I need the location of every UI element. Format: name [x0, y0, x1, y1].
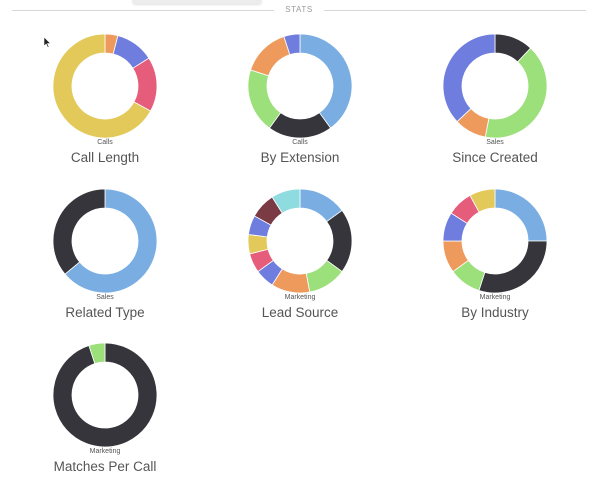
- chart-card-related-type[interactable]: Sales Related Type: [25, 186, 185, 336]
- chart-sublabel: Calls: [97, 139, 113, 146]
- stats-section-title: STATS: [285, 5, 313, 14]
- chart-sublabel: Sales: [96, 294, 114, 301]
- donut-slice-by-extension-1[interactable]: [268, 112, 332, 139]
- top-tab-handle: [132, 0, 262, 4]
- donut-slice-since-created-3[interactable]: [442, 33, 496, 123]
- header-rule-left: [12, 10, 274, 11]
- donut-slice-related-type-0[interactable]: [64, 188, 158, 294]
- donut-slice-by-extension-2[interactable]: [247, 69, 282, 129]
- donut-slice-by-extension-3[interactable]: [250, 36, 291, 77]
- chart-card-since-created[interactable]: Sales Since Created: [415, 31, 575, 181]
- donut-chart-by-extension[interactable]: [245, 31, 355, 141]
- chart-card-lead-source[interactable]: Marketing Lead Source: [220, 186, 380, 336]
- header-rule-right: [324, 10, 586, 11]
- chart-card-matches-per-call[interactable]: Marketing Matches Per Call: [25, 340, 185, 490]
- donut-slice-by-industry-0[interactable]: [494, 188, 548, 242]
- chart-sublabel: Marketing: [89, 448, 121, 455]
- donut-slice-by-extension-4[interactable]: [283, 33, 301, 56]
- chart-title: Matches Per Call: [53, 459, 157, 474]
- donut-chart-lead-source[interactable]: [245, 186, 355, 296]
- donut-slice-lead-source-1[interactable]: [326, 209, 353, 273]
- chart-sublabel: Calls: [292, 139, 308, 146]
- chart-title: Related Type: [65, 305, 145, 320]
- donut-chart-call-length[interactable]: [50, 31, 160, 141]
- donut-slice-by-industry-1[interactable]: [478, 240, 548, 294]
- donut-slice-by-industry-6[interactable]: [469, 188, 496, 213]
- donut-chart-matches-per-call[interactable]: [50, 340, 160, 450]
- chart-sublabel: Marketing: [284, 294, 316, 301]
- mouse-pointer-icon: [44, 37, 52, 48]
- donut-chart-related-type[interactable]: [50, 186, 160, 296]
- chart-card-by-industry[interactable]: Marketing By Industry: [415, 186, 575, 336]
- chart-title: By Industry: [461, 305, 529, 320]
- donut-slice-matches-per-call-0[interactable]: [52, 342, 158, 448]
- donut-chart-by-industry[interactable]: [440, 186, 550, 296]
- chart-card-by-extension[interactable]: Calls By Extension: [220, 31, 380, 181]
- chart-title: Since Created: [452, 150, 538, 165]
- donut-slice-related-type-1[interactable]: [52, 188, 106, 275]
- donut-chart-since-created[interactable]: [440, 31, 550, 141]
- donut-slice-since-created-1[interactable]: [484, 47, 548, 139]
- donut-slice-lead-source-9[interactable]: [271, 188, 301, 214]
- chart-sublabel: Marketing: [479, 294, 511, 301]
- stats-section-header: STATS: [12, 3, 586, 17]
- donut-slice-matches-per-call-1[interactable]: [88, 342, 106, 365]
- chart-title: By Extension: [260, 150, 340, 165]
- chart-title: Lead Source: [261, 305, 339, 320]
- chart-card-call-length[interactable]: Calls Call Length: [25, 31, 185, 181]
- donut-slice-call-length-3[interactable]: [52, 33, 152, 139]
- chart-title: Call Length: [70, 150, 140, 165]
- donut-slice-by-extension-0[interactable]: [299, 33, 353, 129]
- chart-sublabel: Sales: [486, 139, 504, 146]
